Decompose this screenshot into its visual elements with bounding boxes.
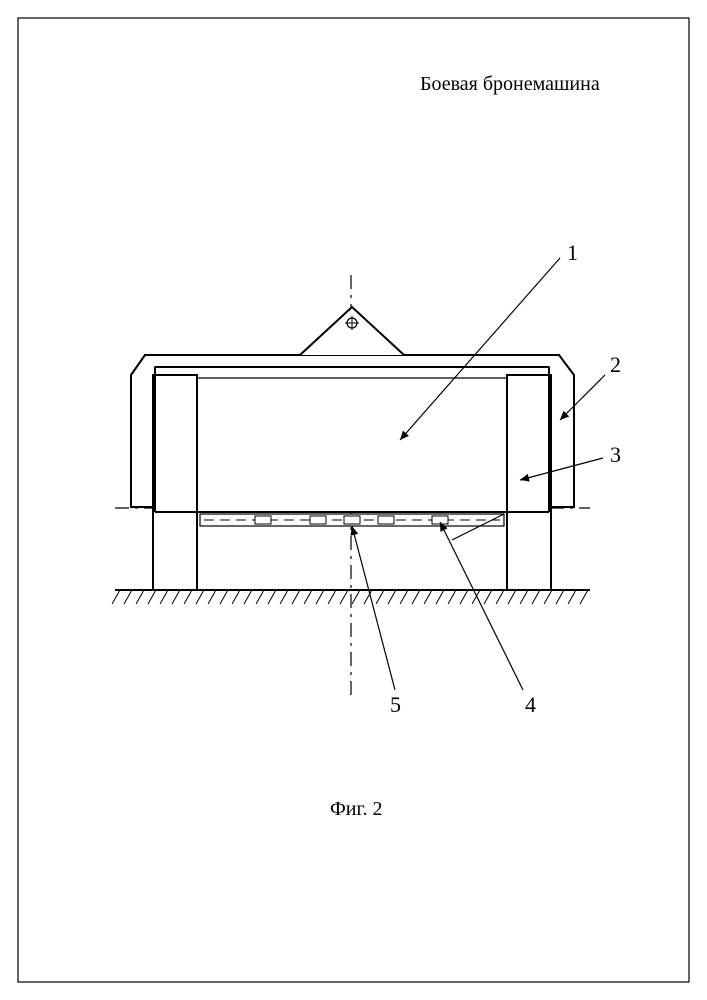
ground-hatch (544, 590, 552, 604)
ground-hatch (352, 590, 360, 604)
callout-5: 5 (390, 692, 401, 717)
ground-hatch (148, 590, 156, 604)
ground-hatch (160, 590, 168, 604)
ground-hatch (448, 590, 456, 604)
ground-hatch (424, 590, 432, 604)
callout-3: 3 (610, 442, 621, 467)
bottom-block (255, 516, 271, 524)
ground-hatch (172, 590, 180, 604)
ground-hatch (280, 590, 288, 604)
ground-hatch (184, 590, 192, 604)
side-skirt-right (549, 355, 574, 507)
bottom-block (344, 516, 360, 524)
figure-caption: Фиг. 2 (330, 798, 382, 820)
turret-outline (300, 307, 404, 355)
ground-hatch (436, 590, 444, 604)
ground-hatch (580, 590, 588, 604)
ground-hatch (232, 590, 240, 604)
callout-4: 4 (525, 692, 536, 717)
side-skirt-left (131, 355, 155, 507)
callout-2: 2 (610, 352, 621, 377)
ground-hatch (484, 590, 492, 604)
hull-top-plate (145, 355, 559, 367)
page-title: Боевая бронемашина (420, 73, 600, 95)
track-right (507, 375, 551, 590)
ground-hatch (304, 590, 312, 604)
ground-hatch (136, 590, 144, 604)
callout-1: 1 (567, 240, 578, 265)
ground-hatch (400, 590, 408, 604)
ground-hatch (220, 590, 228, 604)
ground-hatch (292, 590, 300, 604)
ground-hatch (496, 590, 504, 604)
ground-hatch (196, 590, 204, 604)
ground-hatch (268, 590, 276, 604)
ground-hatch (532, 590, 540, 604)
ground-hatch (412, 590, 420, 604)
ground-hatch (328, 590, 336, 604)
ground-hatch (124, 590, 132, 604)
ground-hatch (244, 590, 252, 604)
ground-hatch (520, 590, 528, 604)
bottom-block (310, 516, 326, 524)
ground-hatch (472, 590, 480, 604)
leader-5 (352, 526, 395, 690)
ground-hatch (388, 590, 396, 604)
ground-hatch (208, 590, 216, 604)
bottom-block (378, 516, 394, 524)
ground-hatch (316, 590, 324, 604)
ground-hatch (376, 590, 384, 604)
track-left (153, 375, 197, 590)
ground-hatch (256, 590, 264, 604)
ground-hatch (508, 590, 516, 604)
hull-body (155, 367, 549, 512)
ground-hatch (556, 590, 564, 604)
ground-hatch (568, 590, 576, 604)
ground-hatch (460, 590, 468, 604)
ground-hatch (112, 590, 120, 604)
ground-hatch (340, 590, 348, 604)
